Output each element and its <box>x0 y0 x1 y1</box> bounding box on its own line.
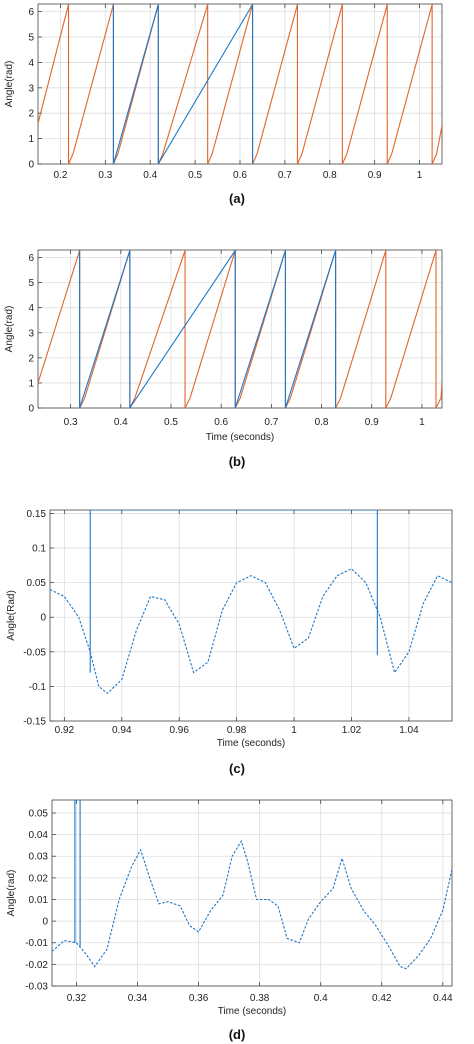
x-tick-label: 0.4 <box>143 170 157 181</box>
chart-1: 0.2 0.3 0.4 0.5 0.6 0.7 0.8 0.9 1 0 1 2 3 4 5 6 Angle(ra… <box>4 3 443 206</box>
x-tick-label: 1 <box>291 725 297 736</box>
x-tick-label: 0.6 <box>214 417 228 428</box>
x-tick-label: 0.8 <box>323 170 337 181</box>
x-tick-label: 0.44 <box>433 993 453 1004</box>
y-tick-label: 1 <box>28 134 34 145</box>
y-tick-label: 0.02 <box>29 873 49 884</box>
x-tick-label: 0.2 <box>53 170 67 181</box>
series-2-line <box>79 250 337 408</box>
y-tick-label: 0 <box>40 613 46 624</box>
y-tick-label: 1 <box>28 378 34 389</box>
x-tick-label: 0.7 <box>264 417 278 428</box>
y-tick-label: 0.04 <box>29 830 49 841</box>
x-tick-label: 0.4 <box>314 993 328 1004</box>
x-tick-label: 0.32 <box>67 993 87 1004</box>
x-tick-label: 0.34 <box>128 993 148 1004</box>
x-tick-label: 0.36 <box>189 993 209 1004</box>
y-axis-label: Angle(rad) <box>4 61 15 108</box>
series-group <box>38 4 442 164</box>
y-tick-label: 0.05 <box>29 808 49 819</box>
y-tick-label: 4 <box>28 58 34 69</box>
x-axis-label: Time (seconds) <box>206 432 275 443</box>
x-tick-label: 0.3 <box>64 417 78 428</box>
x-tick-label: 0.96 <box>169 725 189 736</box>
y-axis-label: Angle(Rad) <box>6 590 17 641</box>
x-tick-label: 0.38 <box>250 993 270 1004</box>
chart-3: 0.92 0.94 0.96 0.98 1 1.02 1.04 -0.15 -0.1 -0.05 0… <box>6 509 453 776</box>
series-group <box>38 250 442 408</box>
plot-area <box>50 510 452 721</box>
x-tick-label: 0.6 <box>233 170 247 181</box>
x-tick-label: 0.5 <box>164 417 178 428</box>
x-tick-label: 0.3 <box>98 170 112 181</box>
x-tick-label: 1 <box>417 170 423 181</box>
x-tick-label: 0.94 <box>112 725 132 736</box>
plot-area <box>38 250 442 408</box>
x-tick-label: 1.04 <box>399 725 419 736</box>
x-tick-label: 0.98 <box>227 725 247 736</box>
y-tick-label: 3 <box>28 83 34 94</box>
y-tick-label: 0.03 <box>29 852 49 863</box>
y-tick-label: 6 <box>28 7 34 18</box>
x-axis-label: Time (seconds) <box>217 738 286 749</box>
x-tick-label: 1 <box>419 417 425 428</box>
plot-area <box>52 800 452 986</box>
x-tick-label: 0.5 <box>188 170 202 181</box>
y-tick-label: -0.01 <box>25 938 48 949</box>
y-tick-label: 0 <box>28 404 34 415</box>
axes-frame <box>51 799 453 987</box>
series-group <box>50 510 452 695</box>
chart-2: 0.3 0.4 0.5 0.6 0.7 0.8 0.9 1 0 1 2 3 4 5 6 Time (secon… <box>4 249 443 469</box>
y-tick-label: 0.1 <box>32 544 46 555</box>
x-tick-label: 0.4 <box>114 417 128 428</box>
x-tick-label: 0.42 <box>372 993 392 1004</box>
y-tick-label: 2 <box>28 109 34 120</box>
series-2-line <box>74 800 81 948</box>
y-tick-label: 0.05 <box>27 578 47 589</box>
y-tick-label: 2 <box>28 353 34 364</box>
y-tick-label: -0.1 <box>29 682 47 693</box>
y-tick-label: 0 <box>28 160 34 171</box>
series-2-line <box>89 510 378 673</box>
chart-caption: (c) <box>229 761 245 776</box>
x-tick-label: 0.9 <box>368 170 382 181</box>
x-tick-label: 0.8 <box>315 417 329 428</box>
series-1-line <box>52 839 452 970</box>
y-tick-label: -0.02 <box>25 960 48 971</box>
axes-frame <box>37 249 443 409</box>
x-tick-label: 0.9 <box>365 417 379 428</box>
y-tick-label: 0.15 <box>27 509 47 520</box>
x-axis-label: Time (seconds) <box>218 1006 287 1017</box>
chart-4: 0.32 0.34 0.36 0.38 0.4 0.42 0.44 -0.03 -0.02 -0.… <box>6 799 453 1042</box>
y-tick-label: 5 <box>28 33 34 44</box>
y-tick-label: 0.01 <box>29 895 49 906</box>
y-tick-label: 4 <box>28 303 34 314</box>
series-2-line <box>112 4 254 164</box>
x-tick-label: 0.92 <box>55 725 75 736</box>
y-tick-label: -0.03 <box>25 982 48 993</box>
series-1-line <box>50 568 452 695</box>
y-tick-label: 3 <box>28 328 34 339</box>
y-tick-label: 5 <box>28 278 34 289</box>
y-tick-label: 6 <box>28 253 34 264</box>
x-tick-label: 1.02 <box>342 725 362 736</box>
y-axis-label: Angle(rad) <box>4 306 15 353</box>
chart-caption: (b) <box>229 454 246 469</box>
chart-caption: (d) <box>229 1027 246 1042</box>
chart-caption: (a) <box>229 191 245 206</box>
y-tick-label: -0.05 <box>23 647 46 658</box>
y-tick-label: 0 <box>42 917 48 928</box>
series-group <box>52 800 452 970</box>
x-tick-label: 0.7 <box>278 170 292 181</box>
y-tick-label: -0.15 <box>23 717 46 728</box>
y-axis-label: Angle(rad) <box>6 870 17 917</box>
